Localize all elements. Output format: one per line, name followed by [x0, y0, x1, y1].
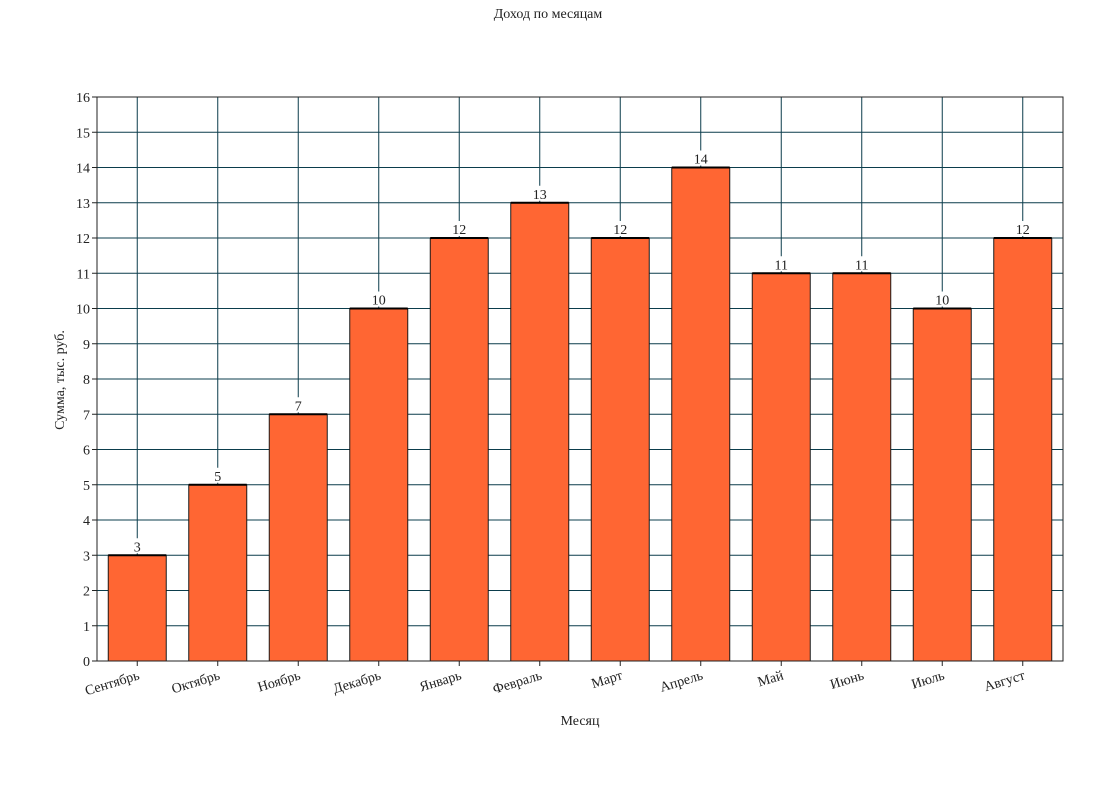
x-tick-label: Март — [590, 668, 625, 692]
data-label-background — [771, 256, 792, 272]
x-axis-title: Месяц — [561, 714, 600, 729]
y-tick-label: 4 — [83, 514, 90, 529]
y-tick-label: 0 — [83, 655, 90, 670]
y-tick-label: 11 — [77, 267, 90, 282]
x-tick-label: Октябрь — [170, 668, 222, 697]
data-label-background — [207, 467, 228, 483]
data-label-background — [851, 256, 872, 272]
axes — [92, 96, 1064, 666]
x-tick-label: Декабрь — [331, 668, 382, 697]
data-label-background — [932, 291, 953, 307]
data-label: 10 — [372, 294, 386, 309]
data-label: 3 — [134, 540, 141, 555]
data-label: 11 — [775, 258, 788, 273]
data-label: 11 — [855, 258, 868, 273]
bar — [751, 272, 811, 662]
bar — [993, 237, 1053, 662]
x-tick-label: Май — [756, 668, 786, 690]
bar — [268, 413, 328, 662]
bar — [590, 237, 650, 662]
plot-frame — [96, 96, 1064, 662]
bar — [349, 308, 409, 662]
y-tick-label: 2 — [83, 585, 90, 600]
bar — [912, 308, 972, 662]
x-tick-label: Август — [983, 668, 1027, 695]
y-tick-label: 5 — [83, 479, 90, 494]
y-tick-label: 12 — [76, 232, 90, 247]
y-tick-label: 9 — [83, 338, 90, 353]
data-label-background — [529, 185, 550, 201]
bar — [832, 272, 892, 662]
data-label-background — [368, 291, 389, 307]
bar — [107, 554, 167, 662]
data-label: 14 — [694, 153, 708, 168]
data-label: 10 — [935, 294, 949, 309]
data-label: 12 — [452, 223, 466, 238]
bar — [429, 237, 489, 662]
bar — [188, 484, 248, 662]
y-tick-label: 13 — [76, 197, 90, 212]
data-label-background — [690, 150, 711, 166]
x-tick-label: Февраль — [491, 668, 544, 697]
data-label: 13 — [533, 188, 547, 203]
data-label: 7 — [295, 399, 302, 414]
data-label-background — [449, 221, 470, 236]
x-tick-label: Апрель — [658, 668, 705, 695]
y-tick-label: 3 — [83, 549, 90, 564]
x-tick-label: Июль — [910, 668, 947, 692]
bars — [107, 166, 1053, 662]
x-tick-label: Июнь — [829, 668, 866, 692]
data-label-background — [610, 221, 631, 236]
x-tick-label: Сентябрь — [83, 668, 141, 699]
x-tick-label: Январь — [418, 668, 463, 695]
data-label: 5 — [214, 470, 221, 485]
y-tick-label: 10 — [76, 303, 90, 318]
data-label: 12 — [613, 223, 627, 238]
y-tick-label: 16 — [76, 91, 90, 106]
y-tick-label: 15 — [76, 126, 90, 141]
data-label-background — [127, 538, 148, 554]
bar — [510, 202, 570, 662]
bar — [671, 167, 731, 662]
y-tick-label: 7 — [83, 408, 90, 423]
y-tick-label: 14 — [76, 162, 90, 177]
chart-title: Доход по месяцам — [494, 7, 603, 22]
y-tick-label: 1 — [83, 620, 90, 635]
y-tick-label: 6 — [83, 444, 90, 459]
data-label-background — [1012, 221, 1033, 236]
x-tick-label: Ноябрь — [256, 668, 302, 695]
y-tick-label: 8 — [83, 373, 90, 388]
data-label-background — [288, 397, 309, 413]
y-axis-title: Сумма, тыс. руб. — [53, 330, 68, 430]
data-label: 12 — [1016, 223, 1030, 238]
